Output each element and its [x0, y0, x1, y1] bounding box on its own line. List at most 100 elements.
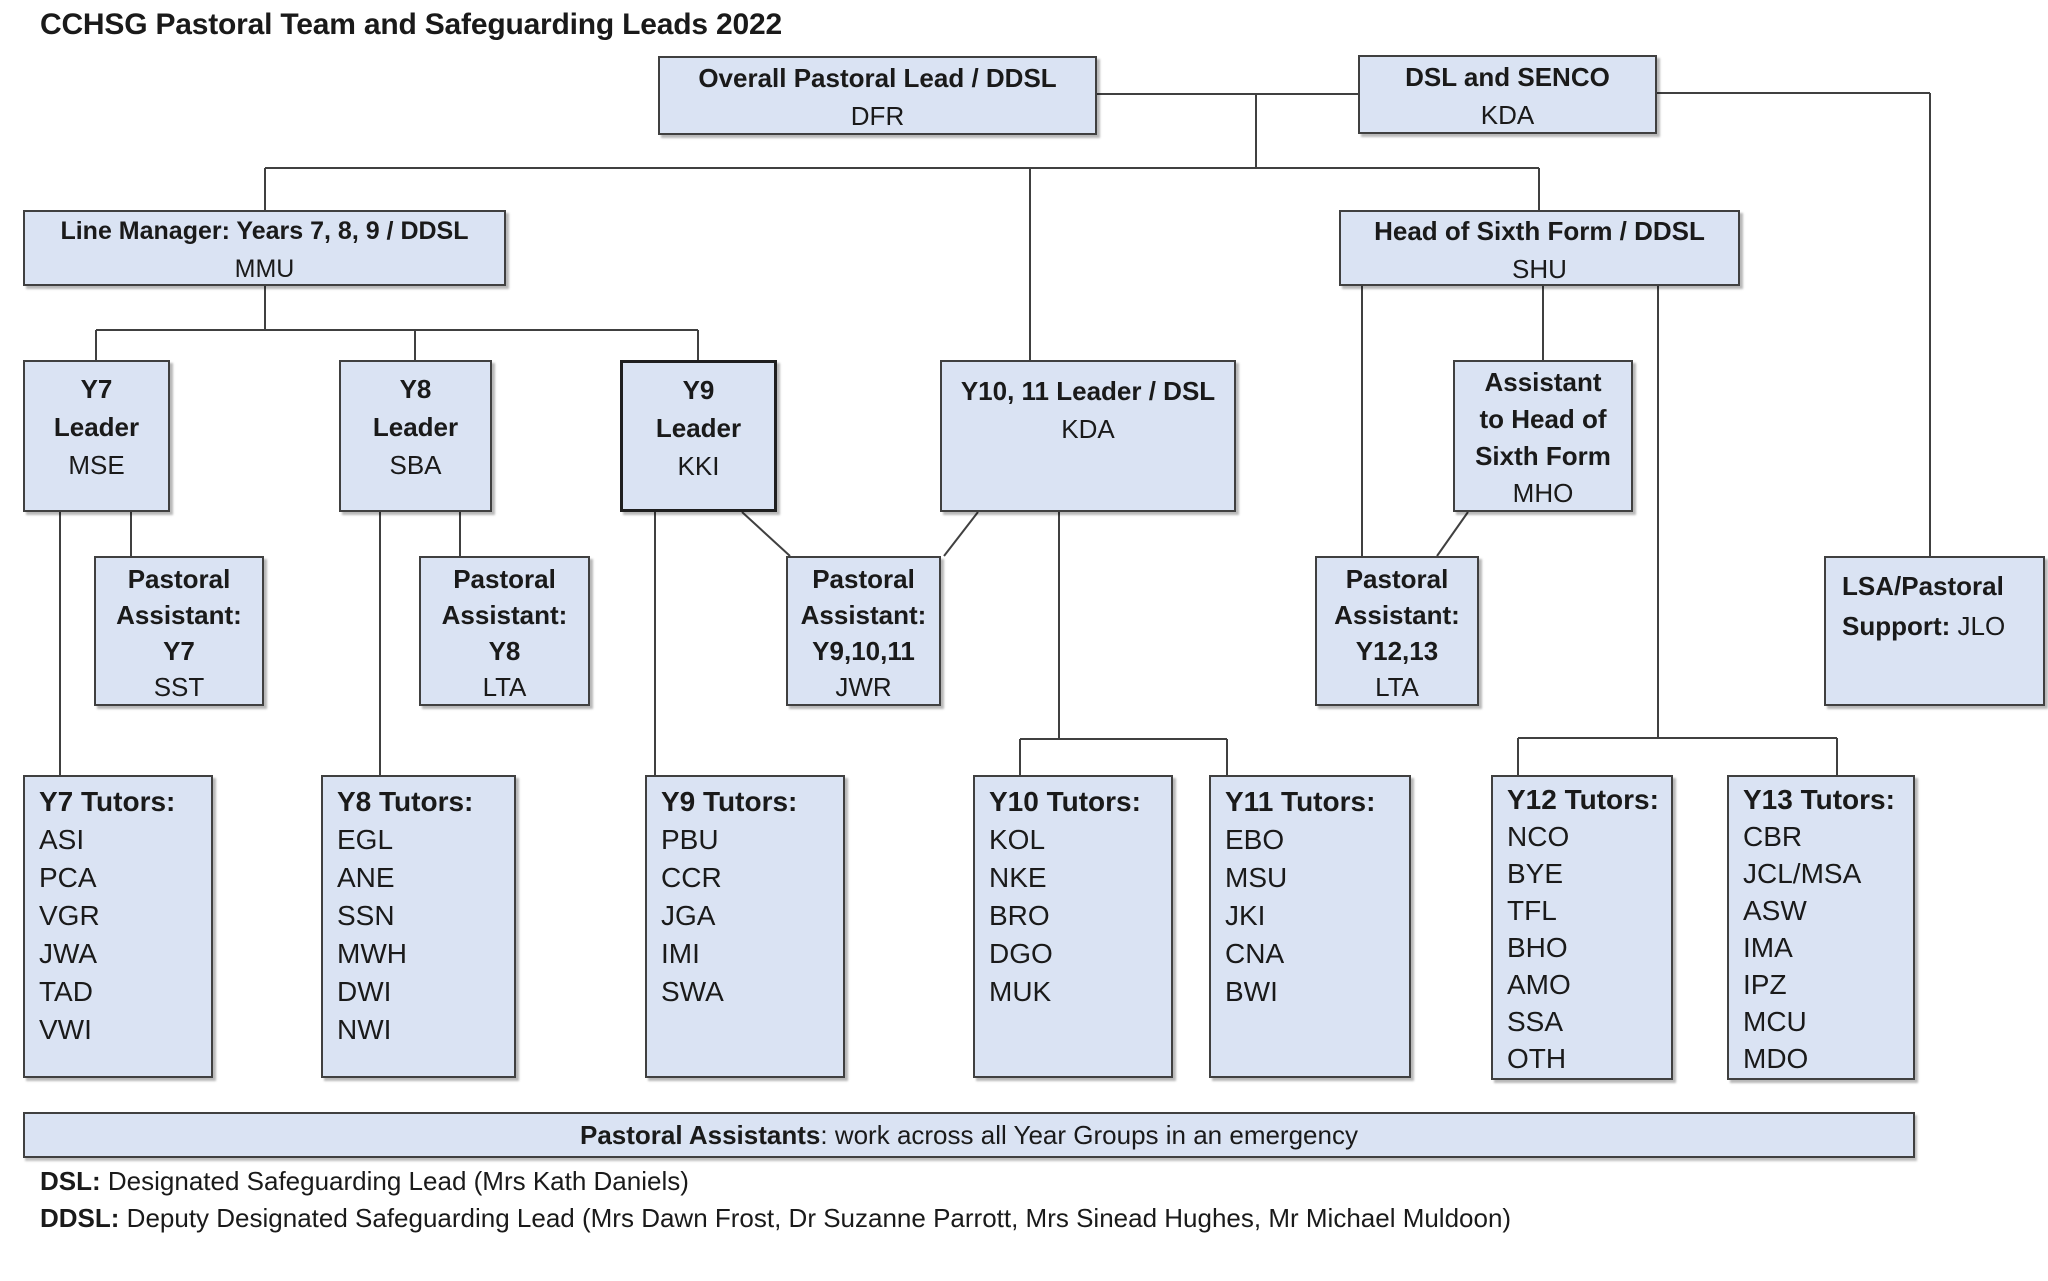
page-title: CCHSG Pastoral Team and Safeguarding Lea… [40, 8, 782, 41]
node-text: PCA [39, 862, 97, 893]
node-assistant-head-sixth-form-line: Sixth Form [1475, 438, 1611, 475]
node-text: Y7 [80, 374, 113, 404]
connector-segment [943, 511, 979, 557]
node-y13-tutors-line: JCL/MSA [1743, 855, 1861, 892]
node-pastoral-assistant-y7: Pastoral Assistant: Y7 SST [94, 556, 264, 706]
pastoral-assistants-banner: Pastoral Assistants: work across all Yea… [23, 1112, 1915, 1158]
node-text: MCU [1743, 1006, 1807, 1037]
node-overall-pastoral-lead: Overall Pastoral Lead / DDSL DFR [658, 56, 1097, 135]
node-y12-tutors-line: Y12 Tutors: [1507, 781, 1659, 818]
node-dsl-and-senco: DSL and SENCO KDA [1358, 55, 1657, 134]
node-y12-tutors-line: BYE [1507, 855, 1563, 892]
node-pastoral-assistant-y9-10-11-line: Assistant: [801, 597, 927, 633]
node-text: Y8 Tutors: [337, 786, 474, 817]
node-text: Y8 [399, 374, 432, 404]
node-text: BWI [1225, 976, 1278, 1007]
node-lsa-pastoral-support: LSA/Pastoral Support: JLO [1824, 556, 2045, 706]
node-text: PBU [661, 824, 719, 855]
node-y10-tutors: Y10 Tutors: KOL NKE BRO DGO MUK [973, 775, 1173, 1078]
node-pastoral-assistant-y12-13: Pastoral Assistant: Y12,13 LTA [1315, 556, 1479, 706]
node-y9-tutors-line: Y9 Tutors: [661, 783, 797, 821]
node-pastoral-assistant-y8-line: Pastoral [453, 561, 556, 597]
node-y7-tutors-line: ASI [39, 821, 84, 859]
node-text: JWR [835, 672, 892, 702]
node-text: Pastoral [453, 564, 556, 594]
node-y9-tutors-line: SWA [661, 973, 724, 1011]
node-pastoral-assistant-y7-line: SST [154, 669, 205, 705]
node-pastoral-assistant-y12-13-line: LTA [1375, 669, 1419, 705]
node-y10-11-leader: Y10, 11 Leader / DSL KDA [940, 360, 1236, 512]
connector-segment [741, 511, 791, 557]
node-head-of-sixth-form: Head of Sixth Form / DDSL SHU [1339, 210, 1740, 286]
node-y11-tutors-line: EBO [1225, 821, 1284, 859]
node-text: Y7 [163, 636, 195, 666]
node-text: Y9 [682, 375, 715, 405]
node-text: CCR [661, 862, 722, 893]
node-pastoral-assistant-y8-line: Y8 [489, 633, 521, 669]
node-y7-tutors: Y7 Tutors: ASI PCA VGR JWA TAD VWI [23, 775, 213, 1078]
node-y8-tutors-line: ANE [337, 859, 395, 897]
node-text: TAD [39, 976, 93, 1007]
node-text: JKI [1225, 900, 1266, 931]
node-pastoral-assistant-y9-10-11-line: JWR [835, 669, 891, 705]
node-text: JCL/MSA [1743, 858, 1862, 889]
node-text: Y9 Tutors: [661, 786, 798, 817]
node-y12-tutors-line: NCO [1507, 818, 1569, 855]
node-dsl-and-senco-line: DSL and SENCO [1405, 58, 1610, 96]
node-y11-tutors-line: JKI [1225, 897, 1265, 935]
node-text: MUK [989, 976, 1052, 1007]
node-y9-leader-line: KKI [678, 447, 720, 485]
node-text: MSU [1225, 862, 1288, 893]
node-y7-tutors-line: VGR [39, 897, 100, 935]
node-text: NCO [1507, 821, 1570, 852]
node-y10-11-leader-line: Y10, 11 Leader / DSL [961, 372, 1215, 410]
node-line-manager-y789: Line Manager: Years 7, 8, 9 / DDSL MMU [23, 210, 506, 286]
node-y9-tutors-line: JGA [661, 897, 715, 935]
node-y12-tutors-line: TFL [1507, 892, 1557, 929]
node-pastoral-assistant-y12-13-line: Assistant: [1334, 597, 1460, 633]
node-y9-tutors: Y9 Tutors: PBU CCR JGA IMI SWA [645, 775, 845, 1078]
node-y13-tutors-line: MCU [1743, 1003, 1807, 1040]
node-y12-tutors-line: SSA [1507, 1003, 1563, 1040]
node-text: ASI [39, 824, 85, 855]
node-text: IMI [661, 938, 700, 969]
node-text: Leader [53, 412, 140, 442]
node-text: Assistant: [116, 600, 242, 630]
node-y7-tutors-line: Y7 Tutors: [39, 783, 175, 821]
node-y9-leader-line: Leader [656, 409, 741, 447]
node-text: IMA [1743, 932, 1793, 963]
node-text: MMU [234, 255, 295, 283]
node-y8-leader-line: Leader [373, 408, 458, 446]
node-y10-11-leader-line: KDA [1061, 410, 1114, 448]
node-text: JGA [661, 900, 716, 931]
node-text: DGO [989, 938, 1053, 969]
node-y7-tutors-line: TAD [39, 973, 93, 1011]
node-y13-tutors-line: IPZ [1743, 966, 1787, 1003]
node-pastoral-assistant-y9-10-11-line: Y9,10,11 [812, 633, 915, 669]
footnote-ddsl: DDSL: Deputy Designated Safeguarding Lea… [40, 1203, 1512, 1233]
node-pastoral-assistant-y8-line: LTA [483, 669, 527, 705]
node-y8-leader: Y8 Leader SBA [339, 360, 492, 512]
node-y13-tutors-line: Y13 Tutors: [1743, 781, 1895, 818]
node-text: Assistant: [800, 600, 927, 630]
node-text: LSA/Pastoral [1842, 571, 2004, 601]
node-y12-tutors-line: BHO [1507, 929, 1568, 966]
node-text: OTH [1507, 1043, 1567, 1074]
node-y8-tutors-line: DWI [337, 973, 391, 1011]
node-text: KDA [1480, 100, 1535, 130]
node-y10-tutors-line: DGO [989, 935, 1053, 973]
node-pastoral-assistant-y8: Pastoral Assistant: Y8 LTA [419, 556, 590, 706]
node-text: TFL [1507, 895, 1557, 926]
node-pastoral-assistant-y12-13-line: Pastoral [1346, 561, 1449, 597]
node-assistant-head-sixth-form-line: to Head of [1479, 401, 1606, 438]
node-y10-tutors-line: BRO [989, 897, 1050, 935]
node-y11-tutors-line: CNA [1225, 935, 1284, 973]
node-assistant-head-sixth-form-line: MHO [1513, 475, 1574, 512]
node-assistant-head-sixth-form: Assistant to Head of Sixth Form MHO [1453, 360, 1633, 512]
node-y9-leader-line: Y9 [683, 371, 715, 409]
node-text: SHU [1512, 254, 1567, 284]
node-text: Y9,10,11 [812, 636, 915, 666]
node-text: MWH [337, 938, 407, 969]
node-text: MDO [1743, 1043, 1809, 1074]
